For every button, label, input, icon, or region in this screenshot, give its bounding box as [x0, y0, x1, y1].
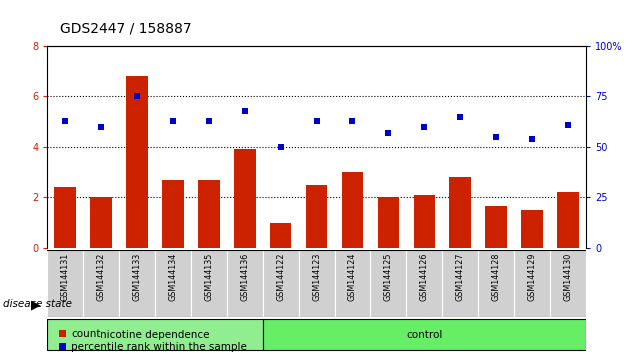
Bar — [191, 250, 227, 317]
Point — [203, 118, 214, 124]
Bar — [478, 250, 514, 317]
Bar — [270, 223, 292, 248]
Text: nicotine dependence: nicotine dependence — [100, 330, 210, 339]
Bar — [234, 149, 256, 248]
Bar — [227, 250, 263, 317]
Point — [311, 118, 321, 124]
Bar — [119, 250, 155, 317]
Bar — [449, 177, 471, 248]
Point — [419, 124, 429, 130]
Text: GSM144136: GSM144136 — [240, 253, 249, 301]
Text: disease state: disease state — [3, 299, 72, 309]
Bar — [299, 250, 335, 317]
Bar — [83, 250, 119, 317]
Bar — [413, 195, 435, 248]
Bar — [306, 185, 328, 248]
Bar — [54, 187, 76, 248]
Text: GSM144129: GSM144129 — [527, 253, 537, 302]
Bar — [126, 76, 148, 248]
Bar — [377, 198, 399, 248]
Bar — [47, 319, 263, 350]
Point — [275, 144, 285, 150]
Text: GSM144133: GSM144133 — [132, 253, 142, 301]
Text: GSM144131: GSM144131 — [60, 253, 70, 301]
Bar — [485, 206, 507, 248]
Bar — [47, 250, 83, 317]
Text: GSM144135: GSM144135 — [204, 253, 214, 301]
Legend: count, percentile rank within the sample: count, percentile rank within the sample — [59, 329, 247, 352]
Text: GSM144123: GSM144123 — [312, 253, 321, 301]
Point — [96, 124, 106, 130]
Text: ▶: ▶ — [32, 298, 41, 311]
Bar — [550, 250, 586, 317]
Point — [491, 134, 501, 139]
Bar — [557, 192, 579, 248]
Point — [527, 136, 537, 142]
Bar — [90, 198, 112, 248]
Bar — [198, 180, 220, 248]
Point — [347, 118, 357, 124]
Point — [168, 118, 178, 124]
Bar — [514, 250, 550, 317]
Point — [383, 130, 393, 136]
Text: GSM144125: GSM144125 — [384, 253, 393, 302]
Text: GSM144132: GSM144132 — [96, 253, 106, 301]
Text: GSM144128: GSM144128 — [491, 253, 501, 301]
Bar — [442, 250, 478, 317]
Text: GDS2447 / 158887: GDS2447 / 158887 — [60, 21, 192, 35]
Text: GSM144134: GSM144134 — [168, 253, 178, 301]
Point — [563, 122, 573, 127]
Bar — [155, 250, 191, 317]
Point — [60, 118, 70, 124]
Bar — [263, 250, 299, 317]
Point — [132, 93, 142, 99]
Text: GSM144122: GSM144122 — [276, 253, 285, 302]
Bar — [335, 250, 370, 317]
Text: GSM144127: GSM144127 — [455, 253, 465, 302]
Bar — [341, 172, 364, 248]
Point — [239, 108, 249, 113]
Bar — [162, 180, 184, 248]
Text: GSM144126: GSM144126 — [420, 253, 429, 301]
Point — [455, 114, 465, 119]
Bar — [406, 250, 442, 317]
Text: GSM144124: GSM144124 — [348, 253, 357, 301]
Text: GSM144130: GSM144130 — [563, 253, 573, 301]
Bar — [521, 210, 543, 248]
Bar — [263, 319, 586, 350]
Bar — [370, 250, 406, 317]
Text: control: control — [406, 330, 442, 339]
